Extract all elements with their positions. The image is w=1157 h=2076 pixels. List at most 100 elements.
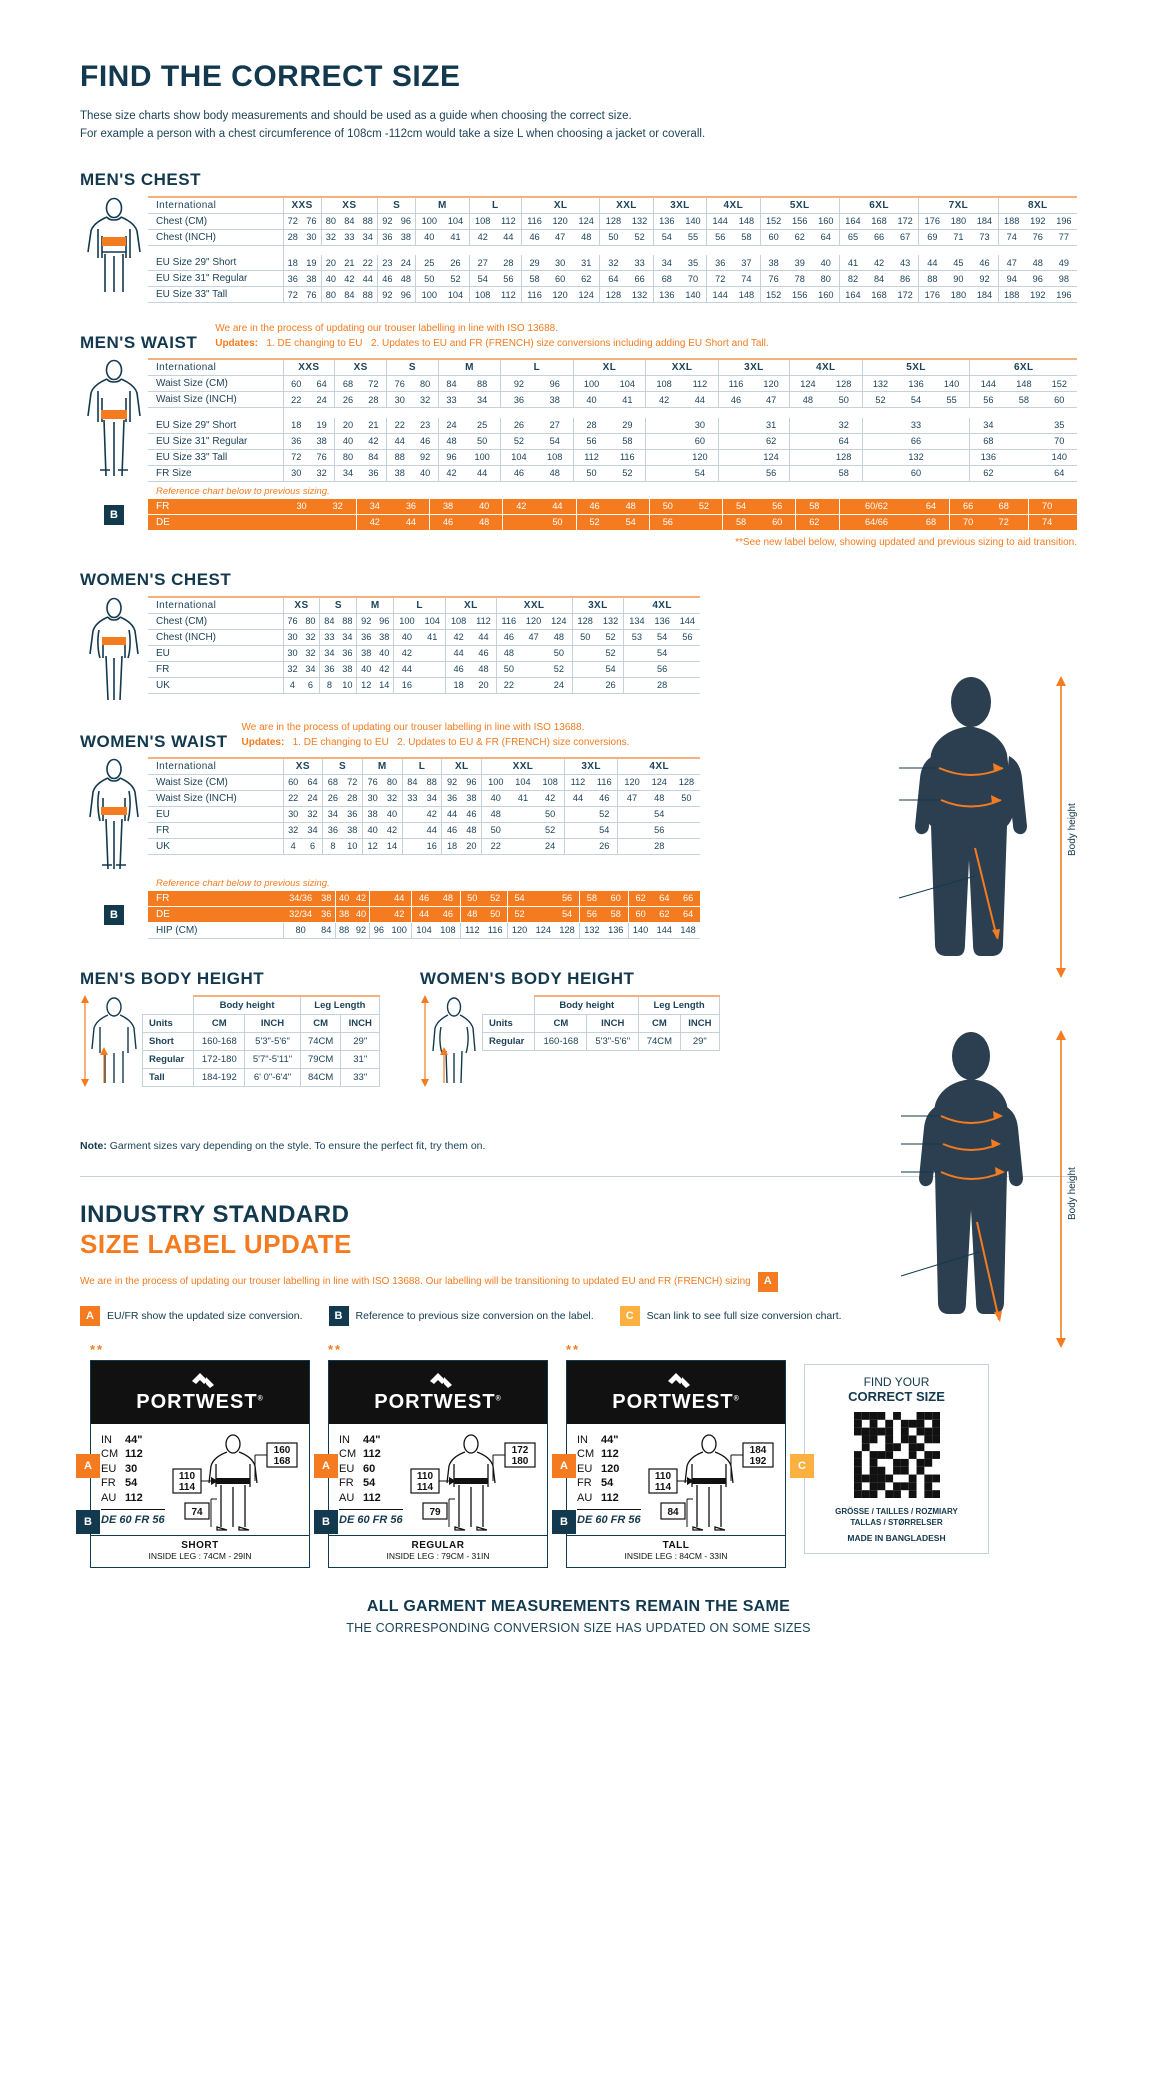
table-cell: 26 — [442, 255, 470, 272]
table-cell: 152 — [1041, 375, 1077, 393]
table-cell: 116 — [609, 449, 646, 466]
table-cell: 70 — [949, 514, 987, 531]
table-cell: 60 — [1041, 391, 1077, 409]
table-cell — [861, 417, 899, 434]
row-label: FR — [148, 890, 284, 907]
table-cell: 76 — [1024, 229, 1051, 246]
table-cell: 50 — [483, 906, 508, 923]
table-cell: 76 — [759, 270, 787, 288]
table-cell: 20 — [461, 838, 482, 855]
table-cell: 18 — [282, 255, 303, 272]
bh-unit-header: CM — [534, 1013, 588, 1033]
table-cell: 96 — [536, 375, 574, 393]
legend-text-a: EU/FR show the updated size conversion. — [107, 1309, 303, 1322]
table-cell: 70 — [1041, 433, 1077, 450]
table-cell: 44 — [422, 822, 442, 839]
table-cell: 38 — [429, 498, 467, 515]
row-label: Waist Size (CM) — [148, 774, 284, 791]
table-cell: 56 — [969, 391, 1007, 409]
table-cell — [861, 465, 899, 482]
mens-waist-badge-b-wrap: B — [80, 499, 148, 531]
row-label: Waist Size (CM) — [148, 375, 284, 393]
mens-model-illustration: Chest Waist Leg Length Body height — [827, 676, 1079, 986]
card-spec-value: 112 — [125, 1491, 143, 1504]
table-cell: 116 — [483, 922, 508, 939]
table-cell: 184-192 — [193, 1067, 246, 1087]
table-cell: 19 — [308, 417, 335, 434]
table-cell: 100 — [387, 922, 412, 939]
table-cell: 50 — [495, 661, 522, 678]
table-cell: 66 — [626, 270, 654, 288]
table-cell: 54 — [555, 906, 580, 923]
table-cell: 54 — [597, 661, 624, 678]
table-cell: 34 — [301, 661, 320, 678]
table-cell: 47 — [753, 391, 790, 409]
table-cell: 38 — [461, 790, 482, 807]
table-cell: 100 — [464, 449, 501, 466]
table-cell: 44 — [563, 790, 592, 807]
bh-unit-header: CM — [638, 1013, 681, 1033]
table-cell: 172-180 — [193, 1049, 246, 1069]
table-cell: 36 — [342, 806, 363, 823]
table-cell: 196 — [1050, 213, 1077, 230]
table-cell: 96 — [396, 286, 416, 304]
card-previous-sizing: DE 60 FR 56 — [101, 1509, 165, 1528]
table-cell: 42 — [375, 661, 394, 678]
table-cell: 6' 0"-6'4" — [244, 1067, 301, 1087]
table-cell: 80 — [382, 774, 403, 791]
table-cell: 26 — [322, 790, 343, 807]
table-cell: 60 — [759, 229, 787, 246]
table-cell: 34 — [422, 790, 442, 807]
table-cell: 120 — [521, 613, 547, 630]
table-cell: 140 — [679, 213, 707, 230]
table-cell: 45 — [945, 255, 972, 272]
table-cell: 120 — [547, 286, 574, 304]
iso-update-2: 2. Updates to EU & FR (FRENCH) size conv… — [397, 736, 630, 748]
table-cell: 35 — [679, 255, 707, 272]
portwest-chevron-icon — [430, 1372, 452, 1388]
table-cell: 132 — [578, 922, 604, 939]
table-cell — [571, 661, 598, 678]
table-cell: 32 — [302, 806, 323, 823]
size-group-header: 5XL — [861, 358, 970, 377]
table-cell: 42 — [866, 255, 893, 272]
card-waist-value-2: 114 — [179, 1482, 196, 1493]
table-row: Regular 160-168 5'3"-5'6" 74CM 29" — [481, 1031, 721, 1051]
bh-unit-header: INCH — [586, 1013, 640, 1033]
table-cell: 48 — [396, 270, 416, 288]
table-cell: 42 — [355, 514, 393, 531]
col-header-international: International — [148, 595, 284, 614]
table-cell: 38 — [375, 629, 394, 646]
table-cell: 96 — [461, 774, 482, 791]
womens-chest-table: International XS S M L XL XXL 3XL 4XL Ch… — [148, 595, 700, 694]
table-cell: 40 — [572, 391, 610, 409]
row-label: FR Size — [148, 465, 284, 482]
table-cell: 38 — [396, 229, 416, 246]
table-cell — [717, 449, 754, 466]
table-cell: 40 — [481, 790, 510, 807]
table-cell: 48 — [471, 661, 497, 678]
mens-waist-table: International XXS XS S M L XL XXL 3XL 4X… — [148, 358, 1077, 482]
intro-line-2: For example a person with a chest circum… — [80, 127, 706, 140]
table-cell: 96 — [375, 613, 394, 630]
table-cell: 56 — [706, 229, 734, 246]
row-label: Waist Size (INCH) — [148, 391, 284, 409]
womens-waist-body: Waist Size (CM) 60 64 68 72 76 80 84 88 92 96 100 10… — [148, 774, 700, 855]
table-cell: 56 — [753, 465, 790, 482]
table-cell: 50 — [536, 806, 565, 823]
table-cell: 34 — [319, 645, 339, 662]
table-cell: 28 — [649, 677, 675, 694]
bottom-note-label: Note: — [80, 1139, 107, 1152]
table-cell: 88 — [334, 922, 353, 939]
qr-code-icon[interactable] — [853, 1411, 940, 1498]
table-cell: 124 — [788, 375, 826, 393]
table-row: Chest (CM) 76 80 84 88 92 96 100 104 108 112 116 120… — [148, 613, 700, 630]
table-cell: 36 — [319, 661, 339, 678]
table-row: UK 4 6 8 10 12 14 16 18 20 22 24 26 28 — [148, 677, 700, 694]
table-row: Chest (INCH) 30 32 33 34 36 38 40 41 42 44 46 47 48 50… — [148, 629, 700, 646]
row-label: EU — [148, 645, 284, 662]
table-cell: 25 — [464, 417, 501, 434]
table-cell: 52 — [536, 822, 565, 839]
label-cards: ** PORTWEST® IN 44" CM 112 EU 30 FR 54 AU 112 DE … — [76, 1342, 1077, 1568]
table-cell — [788, 449, 826, 466]
